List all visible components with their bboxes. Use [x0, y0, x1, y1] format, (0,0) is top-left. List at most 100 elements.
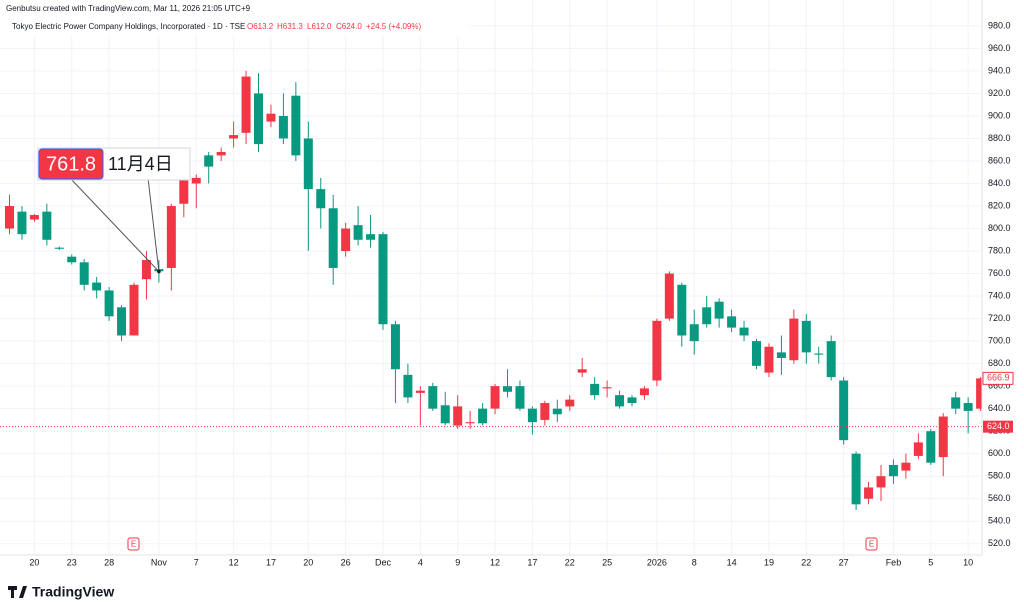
candle-body	[826, 341, 836, 378]
y-tick-label: 700.0	[988, 335, 1011, 345]
callout-text: 11月4日	[108, 154, 173, 174]
event-marker: E	[865, 537, 878, 551]
price-tag	[983, 420, 1013, 433]
x-tick-label: 27	[839, 557, 849, 567]
y-tick-label: 980.0	[988, 20, 1011, 30]
candle-body	[465, 422, 475, 424]
candle-body	[378, 234, 388, 325]
y-tick-label: 720.0	[988, 313, 1011, 323]
candle-body	[801, 320, 811, 353]
y-tick-label: 940.0	[988, 65, 1011, 75]
x-tick-label: Nov	[151, 557, 168, 567]
y-tick-label: 600.0	[988, 448, 1011, 458]
y-tick-label: 540.0	[988, 516, 1011, 526]
candle-body	[851, 453, 861, 505]
candle-body	[901, 462, 911, 471]
x-tick-label: 12	[229, 557, 239, 567]
candle-body	[478, 408, 488, 424]
candle-body	[776, 352, 786, 358]
candle-body	[764, 346, 774, 373]
candle-body	[42, 211, 52, 240]
candle-body	[415, 390, 425, 393]
x-tick-label: 12	[490, 557, 500, 567]
candle-body	[17, 211, 27, 235]
candle-body	[702, 307, 712, 325]
candle-body	[540, 403, 550, 420]
candle-body	[67, 256, 77, 263]
candle-body	[129, 284, 139, 336]
candle-body	[552, 408, 562, 415]
candle-body	[615, 395, 625, 407]
y-tick-label: 740.0	[988, 290, 1011, 300]
candle-body	[440, 405, 450, 424]
candle-body	[864, 487, 874, 499]
candle-body	[503, 386, 512, 392]
candle-body	[229, 135, 239, 139]
x-tick-label: 19	[764, 557, 774, 567]
candle-body	[5, 206, 14, 229]
y-tick-label: 960.0	[988, 43, 1011, 53]
candle-body	[664, 273, 674, 319]
candle-body	[714, 301, 724, 319]
candle-body	[353, 225, 363, 240]
candle-body	[639, 388, 649, 396]
y-tick-label: 860.0	[988, 155, 1011, 165]
candle-body	[963, 403, 973, 411]
x-tick-label: 25	[602, 557, 612, 567]
ohlc: O613.2	[247, 22, 274, 31]
close-tag	[982, 371, 1014, 385]
x-tick-label: 20	[29, 557, 39, 567]
y-tick-label: 840.0	[988, 178, 1011, 188]
candle-body	[316, 189, 326, 209]
candle-body	[814, 353, 824, 355]
y-tick-label: 520.0	[988, 538, 1011, 548]
candle-body	[79, 262, 89, 285]
candle-body	[565, 399, 575, 407]
x-tick-label: 7	[194, 557, 199, 567]
x-tick-label: 2026	[647, 557, 667, 567]
candle-body	[117, 307, 127, 336]
candle-body	[29, 215, 39, 220]
y-tick-label: 780.0	[988, 245, 1011, 255]
candle-body	[104, 290, 114, 317]
symbol: Tokyo Electric Power Company Holdings, I…	[12, 22, 245, 31]
x-tick-label: 23	[67, 557, 77, 567]
candle-body	[913, 442, 923, 456]
callout-value: 761.8	[46, 153, 96, 175]
candle-body	[926, 431, 936, 463]
plot	[0, 70, 982, 510]
candle-body	[938, 416, 948, 458]
event-label: E	[869, 540, 874, 549]
candle-body	[515, 386, 525, 409]
candle-body	[54, 247, 64, 249]
candle-body	[602, 387, 612, 389]
callout-point	[157, 269, 161, 274]
candle-body	[888, 464, 898, 477]
candle-body	[453, 406, 463, 426]
close-tag-label: 666.9	[987, 373, 1010, 383]
x-tick-label: 5	[928, 557, 933, 567]
candle-body	[403, 374, 413, 398]
candle-body	[951, 397, 961, 409]
x-tick-label: 22	[565, 557, 575, 567]
candle-body	[303, 138, 313, 190]
y-tick-label: 800.0	[988, 223, 1011, 233]
candle-body	[241, 76, 251, 133]
candle-body	[876, 476, 886, 488]
candle-body	[527, 408, 537, 423]
candle-body	[141, 260, 151, 280]
ohlc: H631.3	[277, 22, 303, 31]
candle-body	[390, 324, 400, 370]
candle-body	[278, 115, 288, 139]
candle-body	[166, 206, 176, 268]
grid	[0, 0, 982, 555]
x-tick-label: 9	[455, 557, 460, 567]
x-tick-label: 28	[104, 557, 114, 567]
candle-body	[752, 341, 761, 366]
y-tick-label: 560.0	[988, 493, 1011, 503]
candle-body	[590, 383, 600, 396]
candle-body	[254, 93, 263, 145]
x-tick-label: 8	[692, 557, 697, 567]
candle-body	[428, 386, 438, 409]
